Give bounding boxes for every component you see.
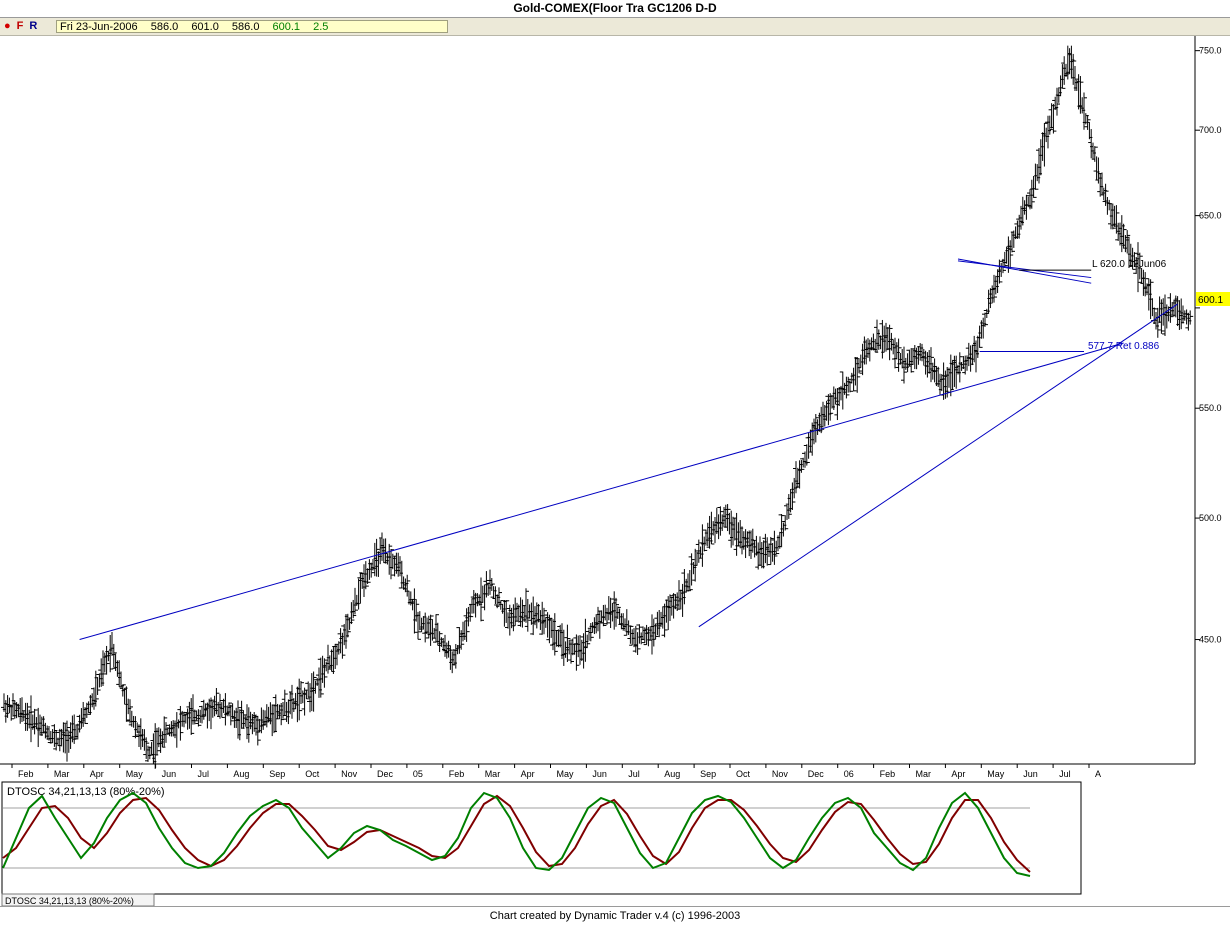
x-tick-label: Dec: [377, 769, 394, 779]
x-tick-label: Jul: [1059, 769, 1071, 779]
x-tick-label: Apr: [951, 769, 965, 779]
x-tick-label: Jun: [592, 769, 607, 779]
quote-change: 2.5: [313, 21, 329, 33]
x-tick-label: Jul: [198, 769, 210, 779]
oscillator-tab-label: DTOSC 34,21,13,13 (80%-20%): [5, 896, 134, 906]
x-tick-label: Apr: [521, 769, 535, 779]
x-tick-label: Mar: [916, 769, 932, 779]
y-tick-label: 750.0: [1199, 46, 1222, 56]
x-tick-label: Oct: [305, 769, 320, 779]
x-tick-label: May: [557, 769, 575, 779]
x-tick-label: Nov: [772, 769, 789, 779]
chart-panel[interactable]: 450.0 500.0 550.0 650.0 700.0 750.0 Feb Mar Apr…: [0, 36, 1230, 924]
x-tick-label: Mar: [485, 769, 501, 779]
x-tick-label: Jun: [162, 769, 177, 779]
window-title: Gold-COMEX(Floor Tra GC1206 D-D: [0, 0, 1230, 18]
trendline[interactable]: [79, 342, 1124, 641]
oscillator-fast-line: [2, 791, 1031, 877]
x-tick-label: Jul: [628, 769, 640, 779]
x-tick-label: Apr: [90, 769, 104, 779]
low-annotation: L 620.0 12Jun06: [1092, 259, 1167, 270]
oscillator-slow-line: [2, 794, 1031, 873]
x-tick-label: Sep: [269, 769, 285, 779]
quote-close: 600.1: [272, 21, 301, 33]
r-button[interactable]: R: [29, 20, 38, 32]
x-tick-label: Dec: [808, 769, 825, 779]
y-tick-label: 500.0: [1199, 513, 1222, 523]
x-tick-label: May: [987, 769, 1005, 779]
trendline[interactable]: [957, 258, 1092, 284]
x-tick-label: 06: [844, 769, 854, 779]
x-tick-label: A: [1095, 769, 1101, 779]
quote-low: 586.0: [231, 21, 260, 33]
current-price-highlight: [1196, 292, 1230, 306]
quote-open: 586.0: [150, 21, 179, 33]
trendline[interactable]: [698, 303, 1178, 628]
quote-high: 601.0: [191, 21, 219, 33]
price-plot-area[interactable]: [0, 36, 1195, 764]
x-tick-label: Jun: [1023, 769, 1038, 779]
footer-credit: Chart created by Dynamic Trader v.4 (c) …: [0, 906, 1230, 925]
quote-readout: Fri 23-Jun-2006 586.0 601.0 586.0 600.1 …: [56, 20, 448, 33]
x-tick-label: Feb: [449, 769, 465, 779]
x-tick-label: Feb: [880, 769, 896, 779]
record-dot-icon[interactable]: ●: [4, 20, 11, 32]
quote-bar-icons: ● F R: [4, 18, 37, 35]
x-tick-label: Sep: [700, 769, 716, 779]
y-tick-label: 650.0: [1199, 211, 1222, 221]
oscillator-title: DTOSC 34,21,13,13 (80%-20%): [7, 786, 165, 798]
oscillator-panel[interactable]: [1, 781, 1082, 895]
x-tick-label: Aug: [664, 769, 680, 779]
retracement-annotation: 577.7 Ret 0.886: [1088, 341, 1160, 352]
x-tick-label: Mar: [54, 769, 70, 779]
current-price-label: 600.1: [1198, 295, 1223, 306]
quote-date: Fri 23-Jun-2006: [60, 21, 138, 33]
x-tick-label: May: [126, 769, 144, 779]
trendline[interactable]: [957, 260, 1092, 279]
x-tick-label: Nov: [341, 769, 358, 779]
y-tick-label: 450.0: [1199, 635, 1222, 645]
x-tick-label: Feb: [18, 769, 34, 779]
price-chart-svg[interactable]: 450.0 500.0 550.0 650.0 700.0 750.0 Feb Mar Apr…: [0, 36, 1230, 907]
x-tick-label: Aug: [233, 769, 249, 779]
x-tick-label: Oct: [736, 769, 751, 779]
quote-bar: ● F R Fri 23-Jun-2006 586.0 601.0 586.0 …: [0, 18, 1230, 36]
f-button[interactable]: F: [16, 20, 24, 32]
x-tick-label: 05: [413, 769, 423, 779]
y-tick-label: 700.0: [1199, 125, 1222, 135]
y-tick-label: 550.0: [1199, 403, 1222, 413]
